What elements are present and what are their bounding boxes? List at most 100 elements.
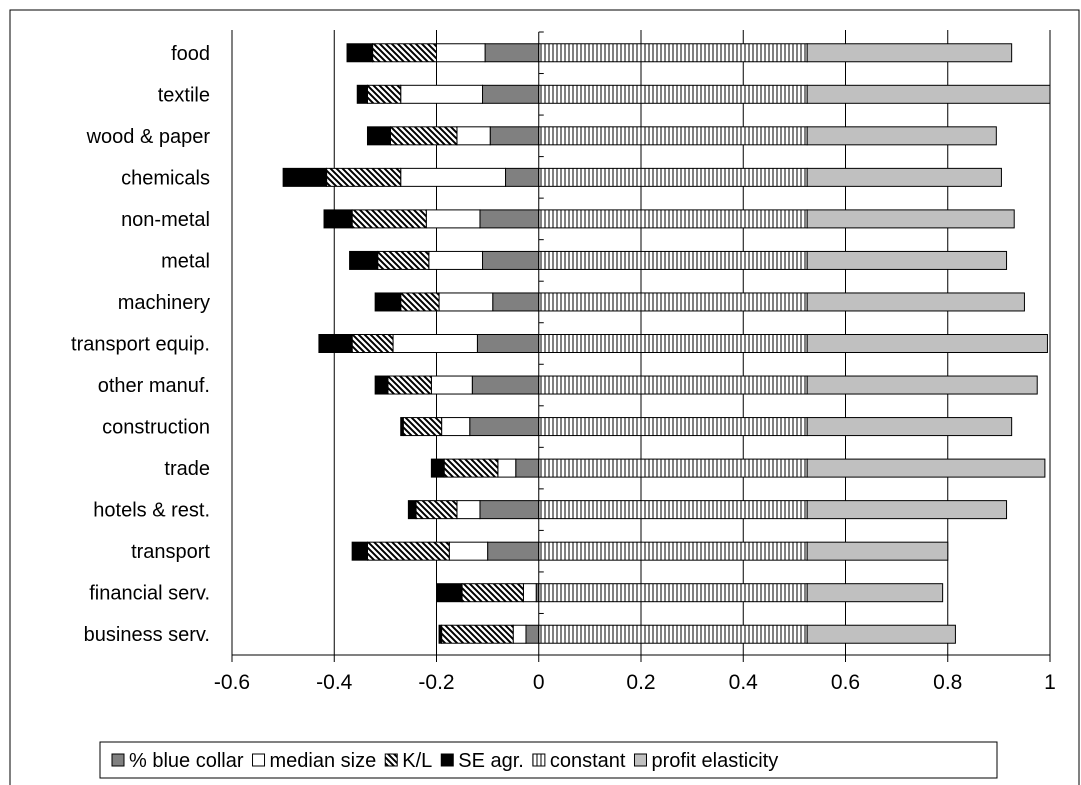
bar-k-l-chemicals <box>326 167 402 187</box>
bar-se-agr-business-serv <box>438 624 443 644</box>
bar-se-agr-transport-equip <box>318 334 353 353</box>
bar-median-size-chemicals <box>400 167 507 187</box>
x-tick-label: 0.4 <box>729 671 759 694</box>
bar-se-agr-construction <box>400 417 404 437</box>
bar-profit-elasticity-non-metal <box>806 209 1015 229</box>
bar-constant-textile <box>538 84 808 104</box>
category-label: food <box>171 43 210 65</box>
bar-k-l-transport-equip <box>351 334 394 353</box>
bar-se-agr-machinery <box>374 292 402 312</box>
bar-k-l-textile <box>366 84 402 104</box>
legend-swatch-se-agr <box>440 753 454 767</box>
legend-swatch-blue-collar <box>111 753 125 767</box>
bar-median-size-non-metal <box>425 209 481 229</box>
bar-se-agr-non-metal <box>323 209 353 229</box>
bar-k-l-other-manuf <box>387 375 432 395</box>
category-labels: food textile wood & paper chemicals non-meta… <box>71 43 210 646</box>
bar-blue-collar-other-manuf <box>471 375 540 395</box>
bar-profit-elasticity-hotels-rest <box>806 500 1008 520</box>
bar-blue-collar-non-metal <box>479 209 540 229</box>
legend: % blue collar median size K/L SE agr. consta… <box>99 741 998 779</box>
bar-blue-collar-chemicals <box>505 167 540 187</box>
category-label: other manuf. <box>98 375 210 397</box>
category-label: construction <box>102 417 210 439</box>
bar-k-l-transport <box>366 541 450 561</box>
bar-blue-collar-business-serv <box>525 624 540 644</box>
bar-profit-elasticity-financial-serv <box>806 583 944 603</box>
legend-label-k-l: K/L <box>402 750 432 772</box>
category-label: transport <box>131 541 210 563</box>
legend-label-blue-collar: % blue collar <box>129 750 244 772</box>
category-label: wood & paper <box>86 126 211 148</box>
bar-k-l-non-metal <box>351 209 427 229</box>
bar-constant-construction <box>538 417 808 437</box>
bar-se-agr-trade <box>430 458 445 478</box>
bar-k-l-machinery <box>400 292 440 312</box>
bar-median-size-hotels-rest <box>456 500 481 520</box>
x-tick-label: 0.6 <box>831 671 860 694</box>
bar-profit-elasticity-wood-paper <box>806 126 997 146</box>
category-label: transport equip. <box>71 334 210 356</box>
bar-k-l-trade <box>443 458 499 478</box>
category-label: textile <box>158 84 210 106</box>
bar-median-size-transport-equip <box>392 334 478 353</box>
bar-k-l-construction <box>402 417 443 437</box>
category-label: metal <box>161 250 210 272</box>
legend-swatch-constant <box>532 753 546 767</box>
bar-blue-collar-transport <box>487 541 540 561</box>
bar-profit-elasticity-machinery <box>806 292 1025 312</box>
x-tick-labels: -0.6 -0.4 -0.2 0 0.2 0.4 0.6 0.8 1 <box>214 671 1056 694</box>
x-tick-label: -0.2 <box>418 671 454 694</box>
bar-median-size-food <box>436 43 486 63</box>
bar-constant-metal <box>538 250 808 270</box>
x-tick-label: -0.4 <box>316 671 353 694</box>
bar-constant-transport-equip <box>538 334 808 353</box>
x-tick-label: -0.6 <box>214 671 250 694</box>
bar-median-size-financial-serv <box>522 583 537 603</box>
bar-median-size-business-serv <box>512 624 527 644</box>
bar-blue-collar-wood-paper <box>489 126 540 146</box>
bar-blue-collar-transport-equip <box>476 334 540 353</box>
bar-se-agr-chemicals <box>282 167 328 187</box>
bar-profit-elasticity-business-serv <box>806 624 956 644</box>
bar-se-agr-financial-serv <box>436 583 463 603</box>
bar-blue-collar-textile <box>482 84 540 104</box>
bar-profit-elasticity-other-manuf <box>806 375 1038 395</box>
bar-profit-elasticity-chemicals <box>806 167 1002 187</box>
bar-median-size-trade <box>497 458 517 478</box>
bar-median-size-machinery <box>438 292 494 312</box>
legend-swatch-k-l <box>384 753 398 767</box>
bar-median-size-wood-paper <box>456 126 491 146</box>
category-label: hotels & rest. <box>93 500 210 522</box>
bar-constant-hotels-rest <box>538 500 808 520</box>
bar-profit-elasticity-transport-equip <box>806 334 1048 353</box>
legend-swatch-median-size <box>252 753 266 767</box>
bar-median-size-construction <box>441 417 471 437</box>
bar-k-l-financial-serv <box>461 583 524 603</box>
bar-profit-elasticity-metal <box>806 250 1008 270</box>
category-label: non-metal <box>121 209 210 231</box>
category-label: business serv. <box>84 624 210 646</box>
bar-constant-wood-paper <box>538 126 808 146</box>
bar-median-size-transport <box>448 541 489 561</box>
bars-layer <box>282 43 1051 644</box>
bar-blue-collar-metal <box>482 250 540 270</box>
legend-label-constant: constant <box>550 750 626 772</box>
bar-constant-trade <box>538 458 808 478</box>
bar-k-l-wood-paper <box>389 126 458 146</box>
legend-label-profit-elasticity: profit elasticity <box>651 750 778 772</box>
bar-k-l-food <box>372 43 437 63</box>
bar-k-l-metal <box>377 250 430 270</box>
bar-k-l-business-serv <box>441 624 514 644</box>
bar-constant-transport <box>538 541 808 561</box>
bar-constant-chemicals <box>538 167 808 187</box>
bar-profit-elasticity-transport <box>806 541 949 561</box>
category-label: trade <box>164 458 210 480</box>
bar-se-agr-food <box>346 43 374 63</box>
bar-blue-collar-machinery <box>492 292 540 312</box>
bar-median-size-textile <box>400 84 484 104</box>
bar-se-agr-hotels-rest <box>407 500 417 520</box>
bar-se-agr-wood-paper <box>366 126 391 146</box>
legend-label-median-size: median size <box>270 750 377 772</box>
